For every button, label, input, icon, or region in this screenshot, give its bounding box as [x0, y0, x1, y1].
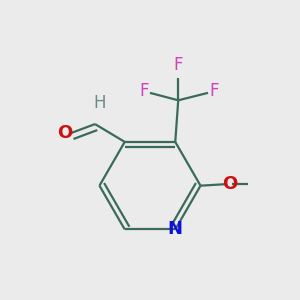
Text: F: F: [173, 56, 183, 74]
Text: O: O: [223, 175, 238, 193]
Text: F: F: [209, 82, 219, 100]
Text: F: F: [139, 82, 148, 100]
Text: O: O: [57, 124, 72, 142]
Text: H: H: [93, 94, 106, 112]
Text: N: N: [168, 220, 183, 238]
